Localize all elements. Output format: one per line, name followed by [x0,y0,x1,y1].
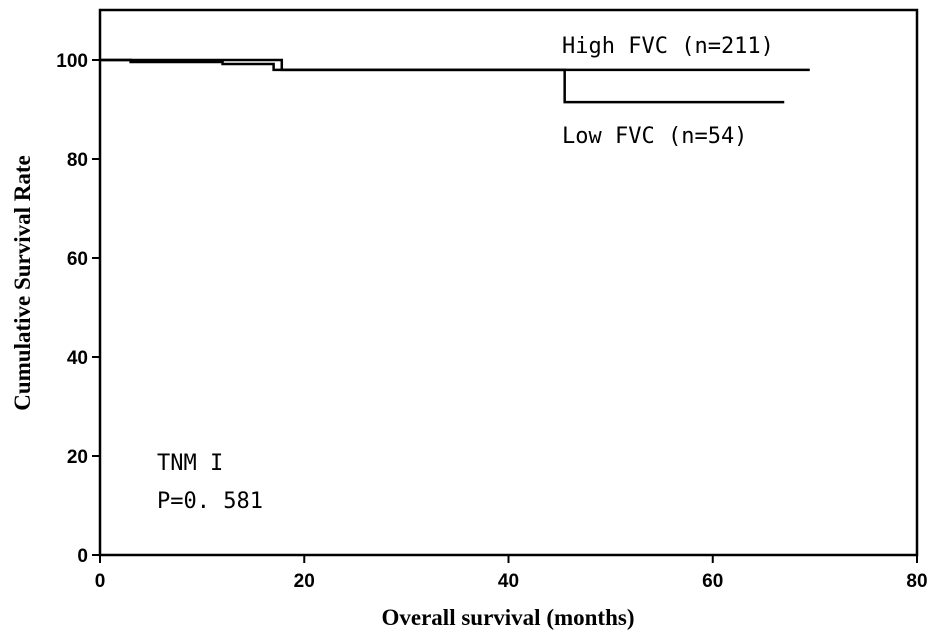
y-tick-label: 80 [67,150,88,171]
annotation-p-value: P=0. 581 [157,489,263,514]
x-tick-label: 80 [906,571,927,592]
annotation-tnm: TNM I [157,451,223,476]
y-axis-title: Cumulative Survival Rate [10,155,35,411]
y-tick-label: 60 [67,249,88,270]
x-tick-label: 20 [294,571,315,592]
series-label-low-fvc: Low FVC (n=54) [562,124,747,149]
y-tick-label: 20 [67,447,88,468]
y-tick-label: 0 [77,546,88,567]
curve-low-fvc [100,58,785,104]
y-axis: 0 20 40 60 80 100 [56,51,100,567]
x-tick-label: 0 [95,571,106,592]
y-tick-label: 100 [56,51,88,72]
x-axis: 0 20 40 60 80 [95,555,928,592]
y-tick-label: 40 [67,348,88,369]
x-tick-label: 40 [498,571,519,592]
x-axis-title: Overall survival (months) [382,605,635,630]
series-label-high-fvc: High FVC (n=211) [562,34,774,59]
curve-high-fvc [100,58,810,72]
x-tick-label: 60 [702,571,723,592]
survival-curves [100,58,810,104]
